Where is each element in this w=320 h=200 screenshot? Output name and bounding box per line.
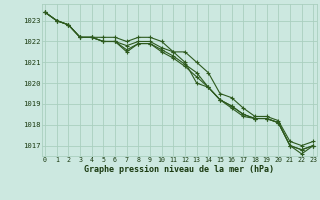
X-axis label: Graphe pression niveau de la mer (hPa): Graphe pression niveau de la mer (hPa) [84,165,274,174]
